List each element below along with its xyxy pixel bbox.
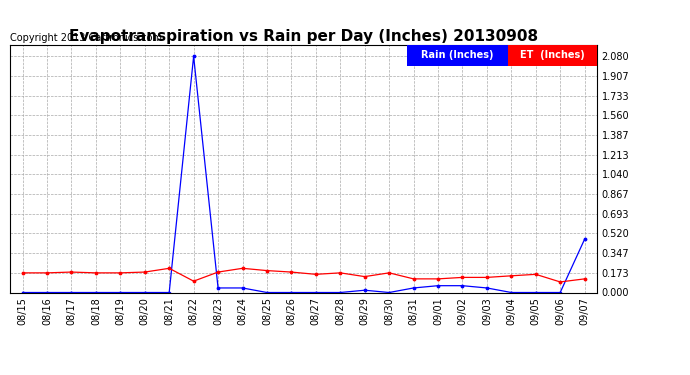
Text: ET  (Inches): ET (Inches) [520, 50, 584, 60]
FancyBboxPatch shape [508, 45, 597, 66]
FancyBboxPatch shape [407, 45, 508, 66]
Text: Copyright 2013 Cartronics.com: Copyright 2013 Cartronics.com [10, 33, 162, 43]
Title: Evapotranspiration vs Rain per Day (Inches) 20130908: Evapotranspiration vs Rain per Day (Inch… [69, 29, 538, 44]
Text: Rain (Inches): Rain (Inches) [421, 50, 493, 60]
